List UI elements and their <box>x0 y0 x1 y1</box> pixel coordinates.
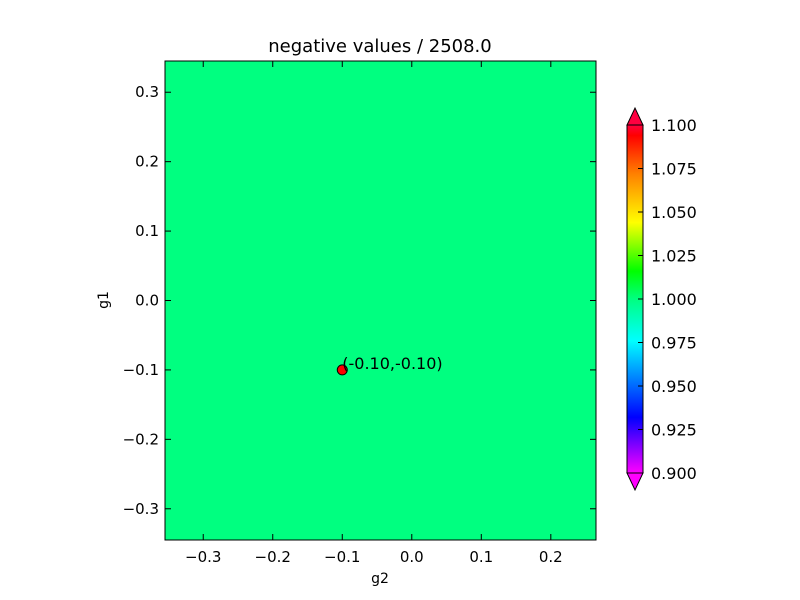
x-tick-label: 0.0 <box>400 548 424 566</box>
y-tick-label: −0.2 <box>123 430 159 448</box>
colorbar-tick-label: 1.075 <box>651 160 697 179</box>
y-tick-label: 0.0 <box>135 292 159 310</box>
colorbar-ticks: 1.100 1.075 1.050 1.025 1.000 0.975 0.950 0.925… <box>638 116 697 483</box>
y-tick-label: 0.1 <box>135 222 159 240</box>
x-tick-label: −0.2 <box>255 548 291 566</box>
marker-point <box>336 364 348 376</box>
y-tick-label: 0.3 <box>135 83 159 101</box>
y-tick-label: −0.3 <box>123 500 159 518</box>
colorbar-tick-label: 0.925 <box>651 421 697 440</box>
y-axis-label: g1 <box>96 291 112 309</box>
plot-frame <box>164 60 597 541</box>
heatmap-field <box>165 61 596 540</box>
x-tick-label: −0.3 <box>185 548 221 566</box>
y-tick-label: −0.1 <box>123 361 159 379</box>
marker-label: (-0.10,-0.10) <box>342 354 442 373</box>
x-axis-label: g2 <box>371 571 389 587</box>
colorbar-tick-label: 1.050 <box>651 203 697 222</box>
chart-title: negative values / 2508.0 <box>268 36 491 57</box>
x-tick-label: 0.2 <box>539 548 563 566</box>
colorbar-tick-label: 0.950 <box>651 377 697 396</box>
colorbar-tick-label: 1.025 <box>651 247 697 266</box>
colorbar-tick-label: 1.100 <box>651 116 697 135</box>
x-tick-label: −0.1 <box>324 548 360 566</box>
colorbar: 1.100 1.075 1.050 1.025 1.000 0.975 0.950 0.925… <box>626 106 697 492</box>
colorbar-tick-label: 1.000 <box>651 290 697 309</box>
y-axis-ticks: 0.3 0.2 0.1 0.0 −0.1 −0.2 −0.3 <box>123 83 596 518</box>
colorbar-extend-top <box>626 106 644 126</box>
colorbar-extend-bottom <box>626 472 644 492</box>
y-tick-label: 0.2 <box>135 153 159 171</box>
colorbar-tick-label: 0.900 <box>651 464 697 483</box>
x-axis-ticks: −0.3 −0.2 −0.1 0.0 0.1 0.2 <box>185 61 563 566</box>
colorbar-tick-label: 0.975 <box>651 334 697 353</box>
x-tick-label: 0.1 <box>469 548 493 566</box>
